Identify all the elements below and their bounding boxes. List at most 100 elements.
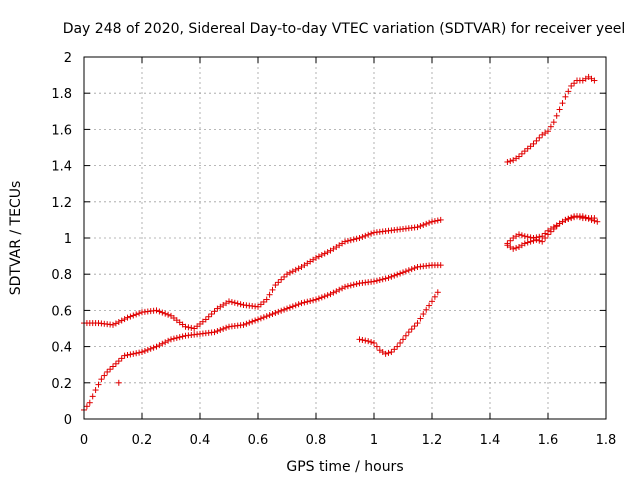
satellite-track-2-point	[313, 296, 319, 303]
y-tick-label: 1.4	[51, 160, 72, 175]
satellite-track-1-point	[281, 273, 288, 280]
x-tick-label: 0.4	[190, 433, 211, 448]
satellite-track-2-point	[255, 316, 261, 323]
satellite-track-2-point	[260, 314, 267, 321]
satellite-track-2-point	[275, 308, 282, 315]
satellite-track-1-point	[127, 313, 134, 320]
satellite-track-1-point	[118, 317, 125, 324]
satellite-track-1-point	[437, 216, 444, 223]
satellite-track-2-point	[263, 313, 270, 320]
satellite-track-6-point	[524, 239, 531, 246]
satellite-track-1-point	[359, 233, 366, 240]
satellite-track-4-point	[545, 128, 551, 135]
data-points	[81, 73, 601, 413]
satellite-track-2-point	[405, 267, 412, 274]
satellite-track-2-point	[104, 368, 111, 375]
satellite-track-3-point	[397, 339, 404, 346]
satellite-track-4-point	[533, 137, 540, 144]
satellite-track-2-point	[243, 320, 250, 327]
satellite-track-1-point	[426, 219, 433, 226]
satellite-track-2-point	[150, 344, 157, 351]
satellite-track-2-point	[371, 278, 377, 285]
satellite-track-1-point	[202, 316, 209, 323]
satellite-track-5-point	[524, 233, 531, 240]
satellite-track-1-point	[295, 265, 302, 272]
satellite-track-1-point	[112, 320, 119, 327]
satellite-track-2-point	[159, 340, 166, 347]
satellite-track-3-point	[388, 349, 395, 356]
satellite-track-6-point	[550, 225, 557, 232]
satellite-track-1-point	[423, 220, 430, 227]
satellite-track-2-point	[298, 300, 305, 307]
satellite-track-3-point	[385, 349, 392, 356]
satellite-track-5-point	[507, 237, 514, 244]
satellite-track-6-point	[591, 215, 598, 222]
x-tick-label: 0.2	[132, 433, 153, 448]
satellite-track-1-point	[324, 249, 331, 256]
satellite-track-2-point	[217, 326, 224, 333]
y-tick-label: 0.4	[51, 341, 72, 356]
x-tick-label: 1.6	[538, 433, 559, 448]
satellite-track-1-point	[133, 311, 140, 318]
satellite-track-2-point	[101, 372, 108, 379]
satellite-track-4-point	[565, 88, 572, 95]
satellite-track-1-point	[414, 224, 421, 231]
satellite-track-2-point	[176, 334, 183, 341]
satellite-track-2-point	[286, 304, 293, 311]
satellite-track-4-point	[571, 80, 578, 87]
satellite-track-5-point	[516, 231, 522, 238]
y-tick-label: 0.2	[51, 377, 72, 392]
satellite-track-1-point	[136, 310, 143, 317]
satellite-track-2-point	[95, 381, 102, 388]
satellite-track-3-point	[423, 306, 430, 313]
satellite-track-2-point	[310, 297, 317, 304]
satellite-track-3-point	[365, 338, 372, 345]
satellite-track-4-point	[591, 77, 598, 84]
satellite-track-4-point	[516, 153, 522, 160]
satellite-track-6-point	[565, 215, 572, 222]
satellite-track-4-point	[504, 158, 511, 165]
y-tick-label: 0	[64, 413, 72, 428]
satellite-track-6-point	[536, 237, 543, 244]
satellite-track-1-point	[156, 308, 163, 315]
satellite-track-2-point	[402, 268, 409, 275]
satellite-track-2-point	[304, 298, 311, 305]
satellite-track-4-point	[559, 100, 566, 107]
satellite-track-3-point	[426, 302, 433, 309]
satellite-track-3-point	[420, 311, 427, 318]
satellite-track-2-point	[83, 403, 90, 410]
satellite-track-2-point	[153, 343, 160, 350]
satellite-track-3-point	[368, 339, 375, 346]
satellite-track-2-point	[379, 276, 386, 283]
y-tick-label: 1	[64, 232, 72, 247]
satellite-track-2-point	[124, 352, 131, 359]
satellite-track-4-point	[507, 158, 514, 165]
satellite-track-2-point	[118, 355, 125, 362]
satellite-track-6-point	[530, 237, 537, 244]
satellite-track-1-point	[182, 323, 189, 330]
satellite-track-1-point	[353, 235, 360, 242]
gridlines	[84, 57, 606, 419]
satellite-track-1-point	[228, 299, 235, 306]
satellite-track-2-point	[257, 315, 264, 322]
satellite-track-1-point	[286, 269, 293, 276]
satellite-track-1-point	[292, 266, 299, 273]
satellite-track-2-point	[136, 349, 143, 356]
satellite-track-2-point	[301, 299, 308, 306]
satellite-track-4-point	[518, 150, 525, 157]
satellite-track-6-point	[576, 214, 583, 221]
x-tick-label: 0.8	[306, 433, 327, 448]
satellite-track-3-point	[405, 329, 412, 336]
satellite-track-2-point	[289, 303, 296, 310]
satellite-track-3-point	[394, 343, 401, 350]
satellite-track-2-point	[156, 342, 163, 349]
satellite-track-1-point	[356, 235, 363, 241]
satellite-track-2-point	[127, 351, 134, 358]
satellite-track-2-point	[252, 317, 259, 324]
satellite-track-2-point	[327, 291, 334, 298]
satellite-track-2-point	[385, 274, 392, 281]
satellite-track-2-point	[92, 387, 99, 394]
satellite-track-3-point	[362, 337, 369, 344]
satellite-track-1-point	[165, 311, 172, 318]
